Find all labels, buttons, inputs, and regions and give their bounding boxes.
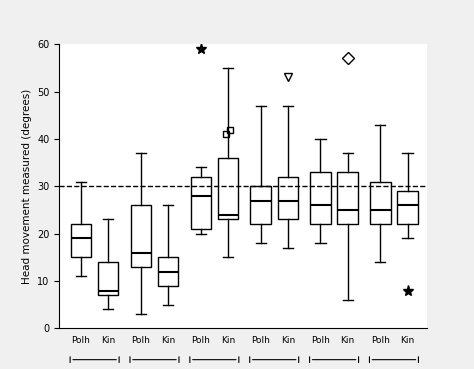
PathPatch shape [131,205,151,267]
PathPatch shape [278,177,298,220]
PathPatch shape [250,186,271,224]
PathPatch shape [337,172,358,224]
PathPatch shape [218,158,238,220]
PathPatch shape [98,262,118,295]
PathPatch shape [397,191,418,224]
PathPatch shape [71,224,91,258]
PathPatch shape [158,258,178,286]
PathPatch shape [370,182,391,224]
Y-axis label: Head movement measured (degrees): Head movement measured (degrees) [22,89,32,284]
PathPatch shape [310,172,331,224]
PathPatch shape [191,177,211,229]
